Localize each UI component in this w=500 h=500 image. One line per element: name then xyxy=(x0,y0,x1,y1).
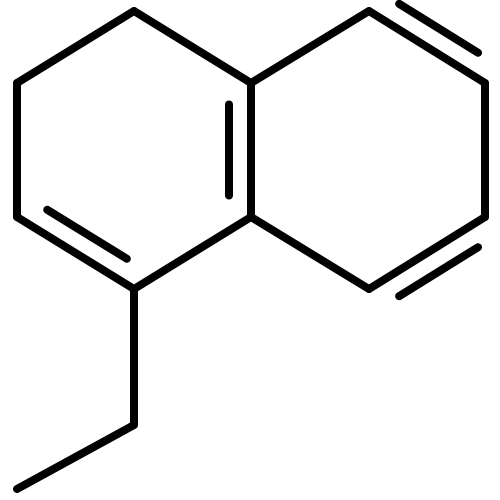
bond-line xyxy=(251,217,369,289)
bond-line xyxy=(399,4,478,53)
bond-line xyxy=(47,210,127,259)
molecule-diagram xyxy=(0,0,500,500)
bond-line xyxy=(399,247,478,296)
bond-line xyxy=(134,217,251,289)
bond-line xyxy=(17,11,134,83)
bond-line xyxy=(17,425,134,489)
bond-line xyxy=(134,11,251,83)
bond-line xyxy=(251,11,369,83)
